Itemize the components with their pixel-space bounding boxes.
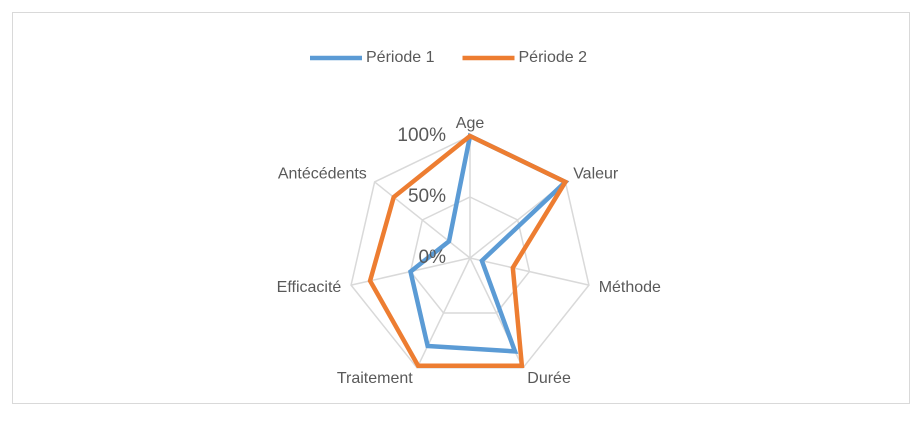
legend-label: Période 2 bbox=[519, 49, 588, 66]
category-label: Efficacité bbox=[277, 279, 342, 296]
category-label: Antécédents bbox=[278, 166, 367, 183]
grid-ring bbox=[409, 196, 531, 314]
category-label: Méthode bbox=[599, 279, 661, 296]
chart-border bbox=[12, 12, 910, 404]
category-label: Durée bbox=[527, 370, 571, 387]
spoke bbox=[469, 257, 590, 286]
category-label: Age bbox=[456, 115, 485, 132]
tick-label: 50% bbox=[408, 186, 446, 207]
category-label: Traitement bbox=[337, 370, 413, 387]
tick-label: 0% bbox=[419, 247, 447, 268]
series-line bbox=[367, 133, 569, 368]
spoke bbox=[416, 257, 471, 369]
category-label: Valeur bbox=[573, 166, 619, 183]
spoke bbox=[374, 181, 471, 259]
series-line bbox=[408, 132, 570, 354]
legend-label: Période 1 bbox=[366, 49, 435, 66]
tick-label: 100% bbox=[397, 125, 446, 146]
